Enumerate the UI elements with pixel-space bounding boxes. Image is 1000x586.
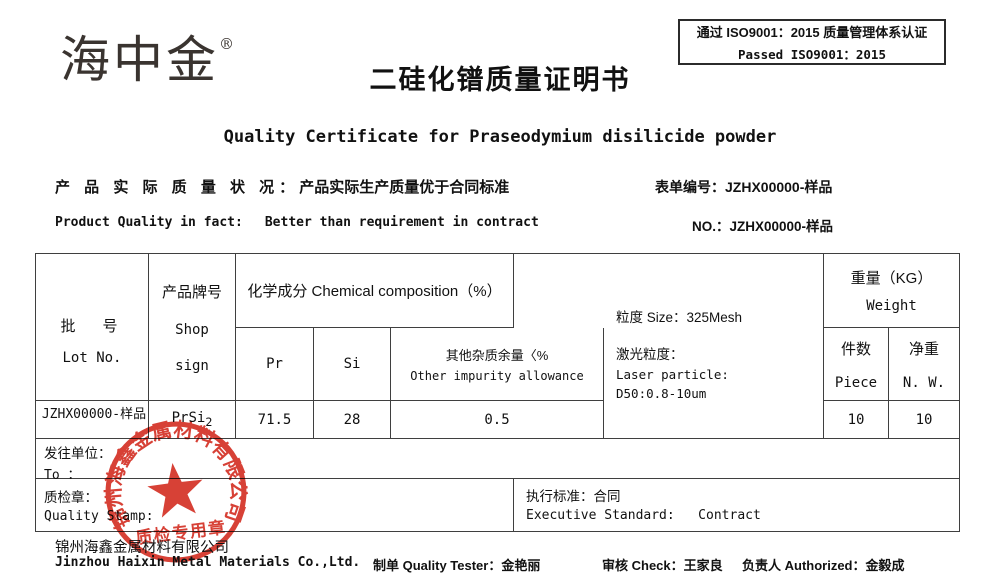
data-piece-value: 10 [824, 401, 889, 439]
certificate-table: 批 号 Lot No. 产品牌号 Shop sign 化学成分 Chemical… [35, 253, 960, 532]
send-to-row: 发往单位： To ： [36, 439, 959, 483]
executive-standard-en: Executive Standard: Contract [526, 508, 761, 523]
footer-company-cn: 锦州海鑫金属材料有限公司 [55, 540, 229, 556]
authorizer: 负责人 Authorized：金毅成 [742, 558, 905, 573]
iso-cert-line-cn: 通过 ISO9001：2015 质量管理体系认证 [696, 24, 928, 40]
lot-no-header-cn: 批 号 [60, 317, 124, 335]
pr-column-header: Pr [236, 328, 314, 401]
chemical-composition-header-cell: 化学成分 Chemical composition（%） [236, 254, 514, 328]
weight-header-en: Weight [866, 298, 917, 314]
si-column-header: Si [314, 328, 391, 401]
piece-header-cell: 件数 Piece [824, 328, 889, 401]
data-shop-sign: PrSi2 [149, 401, 236, 439]
quality-stamp-cn: 质检章： [44, 490, 98, 505]
data-other-impurity-value: 0.5 [391, 401, 604, 439]
particle-size-cell: 粒度 Size：325Mesh 激光粒度： Laser particle: D5… [604, 254, 824, 439]
shop-sign-header-en1: Shop [175, 321, 209, 338]
net-weight-header-cn: 净重 [908, 340, 939, 358]
quality-tester: 制单 Quality Tester：金艳丽 [373, 558, 541, 573]
shop-sign-subscript: 2 [205, 414, 213, 429]
other-impurity-cn: 其他杂质余量〈% [445, 348, 549, 363]
checker: 审核 Check：王家良 [602, 558, 723, 573]
shop-sign-header-cell: 产品牌号 Shop sign [149, 254, 236, 401]
net-weight-header-cell: 净重 N. W. [889, 328, 959, 401]
executive-standard-cell: 执行标准：合同 Executive Standard: Contract [514, 479, 959, 531]
laser-particle-d50: D50:0.8-10um [616, 386, 707, 401]
laser-particle-en: Laser particle: [616, 367, 729, 382]
certificate-title-en: Quality Certificate for Praseodymium dis… [223, 127, 777, 147]
registered-trademark-icon: ® [219, 35, 234, 53]
shop-sign-formula: PrSi [171, 410, 206, 427]
company-logo: 海中金® [60, 20, 234, 92]
form-number: 表单编号：JZHX00000-样品 [655, 179, 833, 195]
product-quality-label-cn: 产 品 实 际 质 量 状 况： [55, 179, 300, 196]
product-quality-value-cn: 产品实际生产质量优于合同标准 [299, 179, 510, 196]
certificate-title-cn: 二硅化镨质量证明书 [369, 65, 631, 95]
piece-header-cn: 件数 [840, 340, 871, 358]
weight-header-cell: 重量（KG） Weight [824, 254, 959, 328]
laser-particle-cn: 激光粒度： [616, 347, 684, 362]
quality-stamp-en: Quality Stamp: [44, 509, 154, 524]
weight-header-cn: 重量（KG） [850, 270, 933, 287]
quality-stamp-row: 质检章： Quality Stamp: [36, 479, 514, 531]
product-quality-line-en: Product Quality in fact: Better than requ… [55, 215, 539, 230]
data-lot-no: JZHX00000-样品 [36, 401, 149, 439]
shop-sign-header-en2: sign [175, 357, 209, 374]
certificate-number: NO.：JZHX00000-样品 [692, 219, 834, 234]
product-quality-line-cn: 产 品 实 际 质 量 状 况：产品实际生产质量优于合同标准 [55, 176, 509, 197]
data-net-weight-value: 10 [889, 401, 959, 439]
send-to-cn: 发往单位： [44, 446, 112, 461]
piece-header-en: Piece [834, 374, 878, 391]
iso-cert-line-en: Passed ISO9001：2015 [738, 46, 886, 62]
other-impurity-en: Other impurity allowance [410, 369, 584, 383]
send-to-en: To ： [44, 468, 81, 483]
product-quality-label-en: Product Quality in fact: [55, 215, 243, 230]
lot-no-header-cell: 批 号 Lot No. [36, 254, 149, 401]
shop-sign-header-cn: 产品牌号 [161, 283, 222, 301]
other-impurity-header-cell: 其他杂质余量〈% Other impurity allowance [391, 328, 604, 401]
product-quality-value-en: Better than requirement in contract [264, 215, 539, 230]
data-pr-value: 71.5 [236, 401, 314, 439]
executive-standard-cn: 执行标准：合同 [526, 489, 621, 504]
size-line: 粒度 Size：325Mesh [616, 310, 743, 325]
net-weight-header-en: N. W. [902, 374, 946, 391]
footer-company-en: Jinzhou Haixin Metal Materials Co.,Ltd. [55, 555, 361, 570]
iso-cert-box: 通过 ISO9001：2015 质量管理体系认证 Passed ISO9001：… [678, 19, 946, 65]
data-si-value: 28 [314, 401, 391, 439]
logo-text: 海中金 [60, 31, 219, 89]
lot-no-header-en: Lot No. [62, 349, 122, 366]
